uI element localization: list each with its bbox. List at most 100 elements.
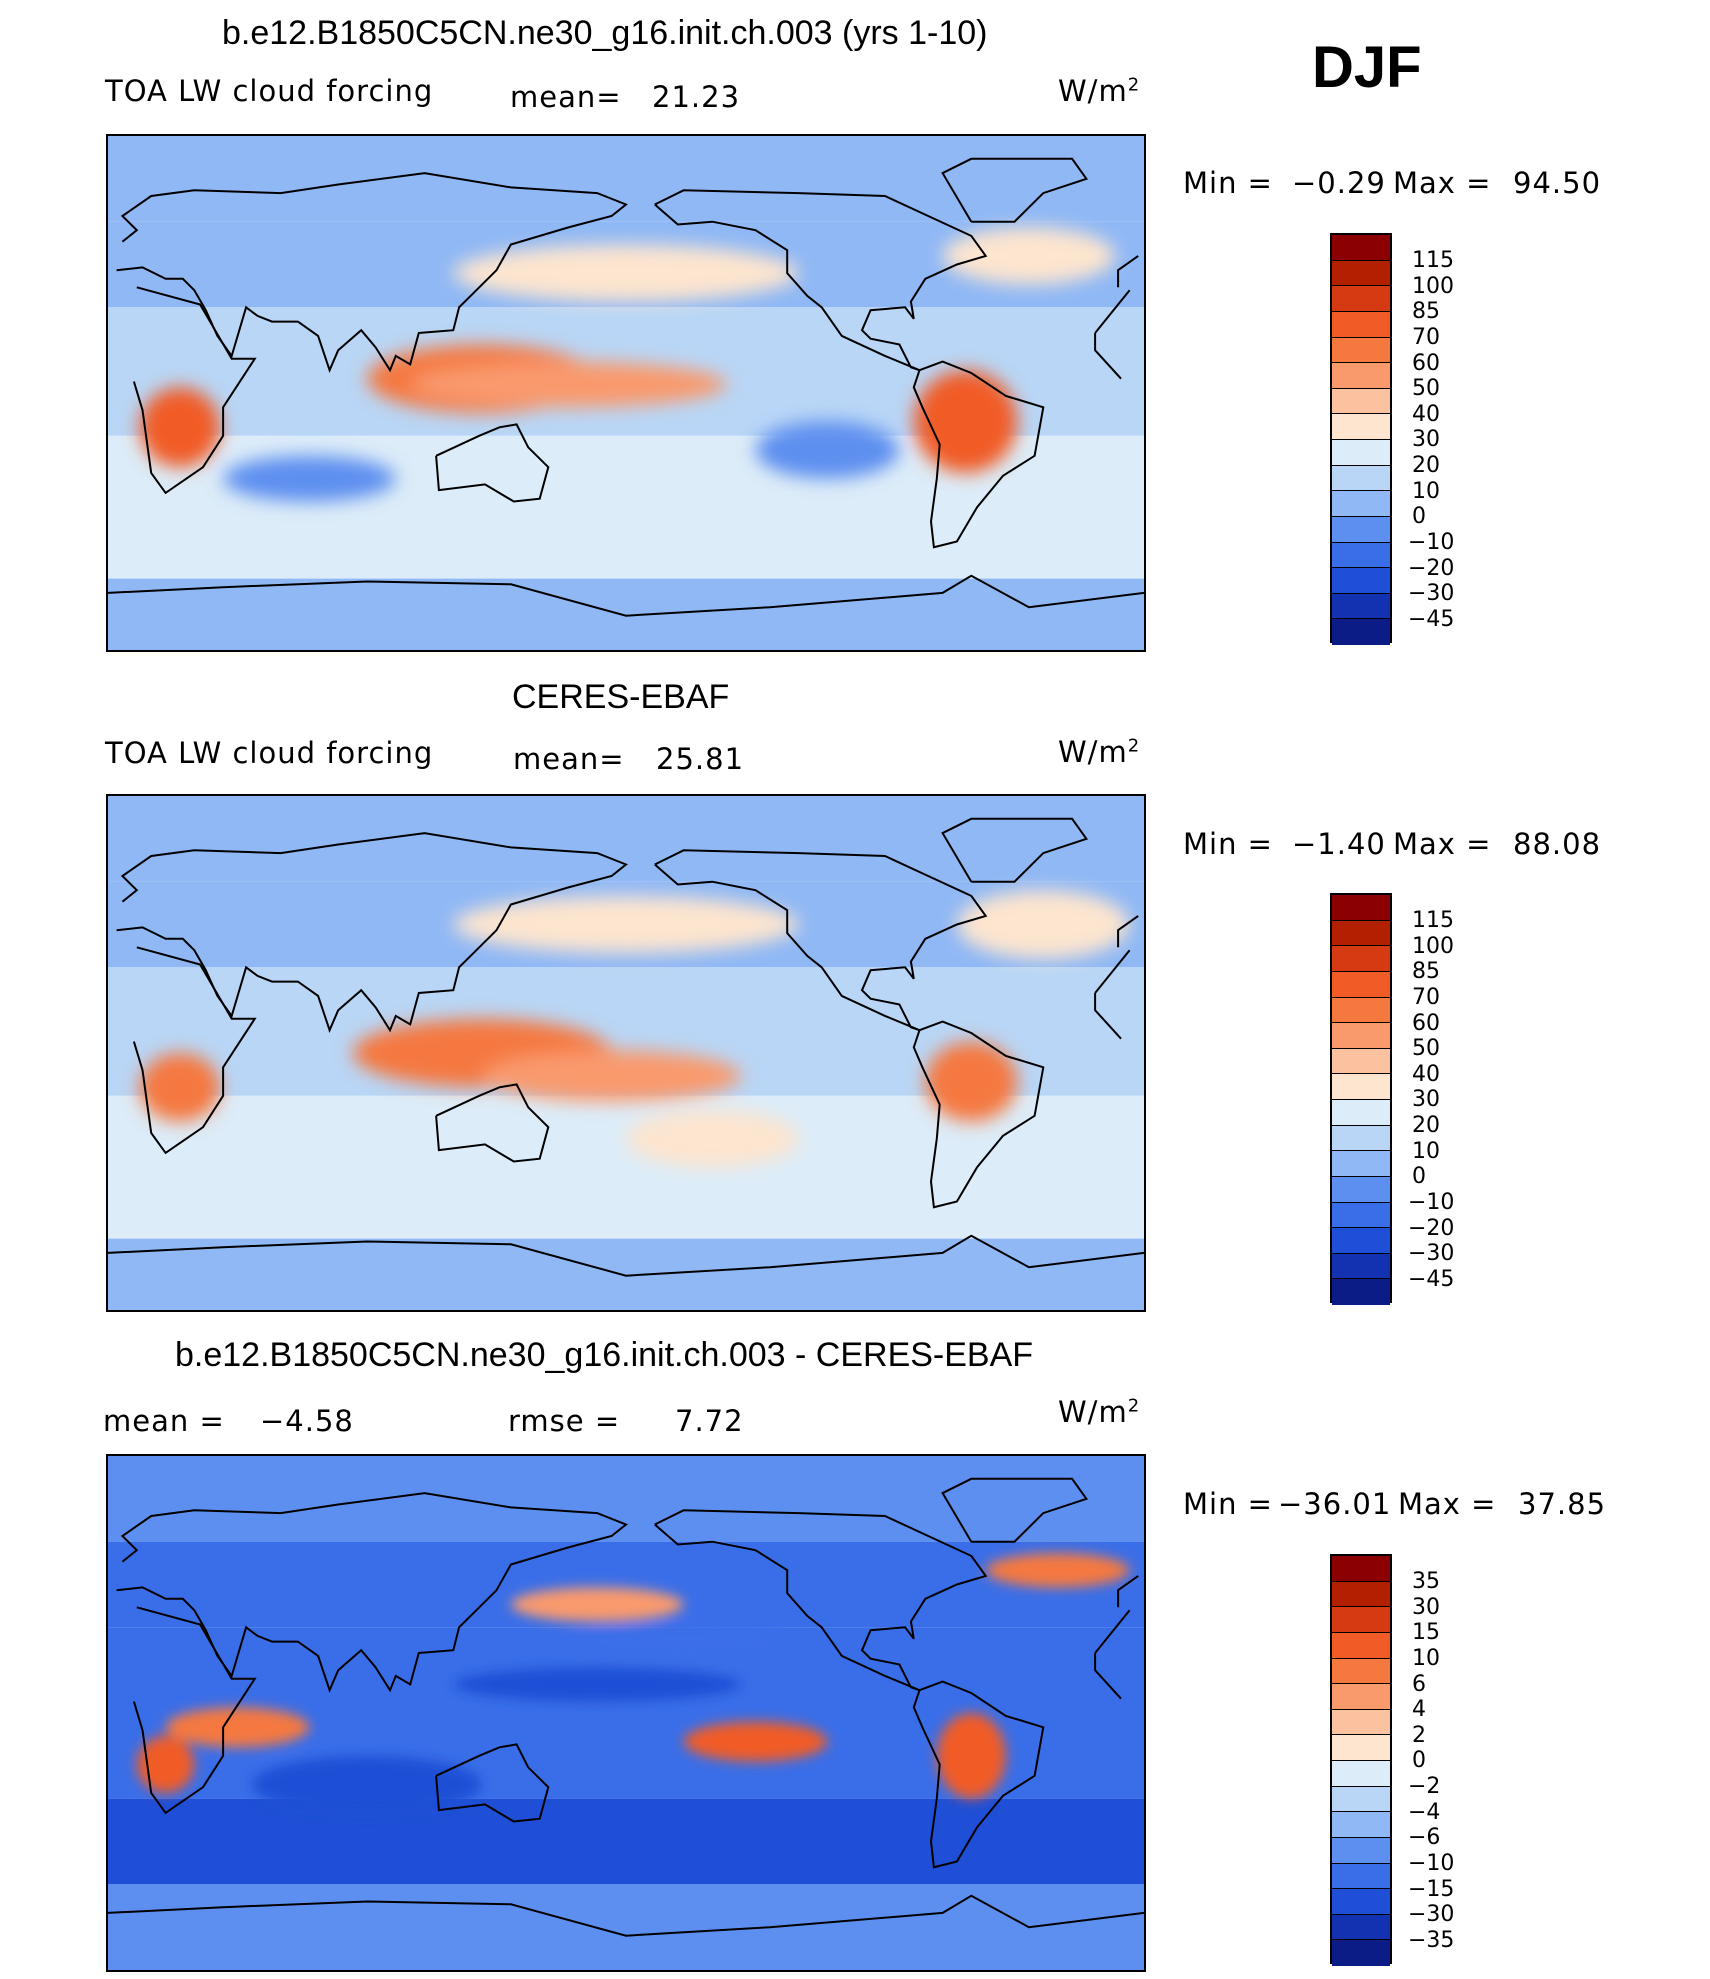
panel3-map xyxy=(106,1454,1146,1972)
panel1-map xyxy=(106,134,1146,652)
heatmap-region xyxy=(985,1553,1130,1588)
heatmap-region xyxy=(410,361,727,408)
heatmap-region xyxy=(453,1667,742,1702)
colorbar-box xyxy=(1332,1581,1390,1608)
colorbar-label: 0 xyxy=(1412,1748,1426,1774)
panel1-max-value: 94.50 xyxy=(1513,166,1602,200)
colorbar-box xyxy=(1332,1151,1390,1177)
colorbar-box xyxy=(1332,1202,1390,1229)
coastline xyxy=(912,360,1045,549)
background-band xyxy=(108,1181,1144,1239)
coastline xyxy=(1094,1609,1131,1654)
colorbar-label: 40 xyxy=(1412,401,1440,427)
colorbar-box xyxy=(1332,997,1390,1024)
heatmap-region xyxy=(453,895,799,954)
coastline xyxy=(941,1477,1089,1543)
coastline xyxy=(1094,333,1122,380)
colorbar-box xyxy=(1332,1735,1390,1761)
panel1-title: b.e12.B1850C5CN.ne30_g16.init.ch.003 (yr… xyxy=(222,14,988,52)
colorbar-box xyxy=(1332,491,1390,517)
colorbar-label: −10 xyxy=(1408,529,1455,555)
units-sup: 2 xyxy=(1127,74,1141,96)
panel2-max-label: Max = xyxy=(1393,827,1492,861)
heatmap-svg xyxy=(108,136,1144,650)
colorbar-box xyxy=(1332,286,1390,312)
colorbar-label: 30 xyxy=(1412,427,1440,453)
panel2-units: W/m2 xyxy=(1058,735,1140,769)
colorbar-label: 4 xyxy=(1412,1697,1426,1723)
heatmap-region xyxy=(956,890,1130,959)
coastline xyxy=(654,849,988,1032)
heatmap-region xyxy=(626,1110,799,1168)
colorbar-box xyxy=(1332,619,1390,645)
heatmap-region xyxy=(223,455,396,502)
coastline xyxy=(941,157,1089,223)
colorbar-box xyxy=(1332,1556,1390,1582)
season-label: DJF xyxy=(1312,35,1422,100)
colorbar-box xyxy=(1332,1279,1390,1305)
panel1-min-value: −0.29 xyxy=(1292,166,1386,200)
heatmap-region xyxy=(136,1735,195,1793)
heatmap-region xyxy=(139,1053,221,1122)
colorbar-label: −2 xyxy=(1408,1774,1441,1799)
colorbar-box xyxy=(1332,920,1390,947)
panel1-mean-value: 21.23 xyxy=(652,80,741,114)
panel2-max-value: 88.08 xyxy=(1513,827,1602,861)
colorbar-box xyxy=(1332,1786,1390,1813)
panel3-min-value: −36.01 xyxy=(1278,1487,1392,1521)
coastline xyxy=(1117,1575,1139,1608)
background-band xyxy=(108,1238,1144,1310)
panel1-units: W/m2 xyxy=(1058,74,1140,108)
colorbar-box xyxy=(1332,1176,1390,1203)
colorbar-label: −4 xyxy=(1408,1799,1441,1825)
panel2-colorbar xyxy=(1330,893,1392,1305)
panel2-title: CERES-EBAF xyxy=(512,678,730,716)
colorbar-box xyxy=(1332,1889,1390,1915)
coastline xyxy=(116,832,628,1034)
panel1-max-label: Max = xyxy=(1393,166,1492,200)
colorbar-box xyxy=(1332,235,1390,261)
colorbar-box xyxy=(1332,1100,1390,1126)
units-text: W/m xyxy=(1058,1395,1128,1429)
coastline xyxy=(435,423,550,503)
units-text: W/m xyxy=(1058,735,1128,769)
coastline xyxy=(654,189,988,372)
colorbar-label: 40 xyxy=(1412,1061,1440,1087)
coastline xyxy=(912,1020,1045,1209)
colorbar-box xyxy=(1332,1863,1390,1890)
panel1-min-label: Min = xyxy=(1183,166,1273,200)
colorbar-label: −30 xyxy=(1408,1241,1455,1267)
colorbar-label: 60 xyxy=(1412,1010,1440,1036)
heatmap-region xyxy=(165,1707,310,1748)
colorbar-box xyxy=(1332,1837,1390,1864)
colorbar-label: 50 xyxy=(1412,1036,1440,1062)
colorbar-label: −45 xyxy=(1408,606,1455,632)
colorbar-box xyxy=(1332,465,1390,492)
colorbar-label: 10 xyxy=(1412,478,1440,504)
panel2-mean-value: 25.81 xyxy=(656,742,745,776)
heatmap-svg xyxy=(108,796,1144,1310)
colorbar-label: −20 xyxy=(1408,555,1455,581)
colorbar-box xyxy=(1332,1632,1390,1659)
heatmap-region xyxy=(683,1721,828,1762)
colorbar-box xyxy=(1332,1658,1390,1685)
coastline xyxy=(108,1234,1144,1277)
coastline xyxy=(116,172,628,374)
colorbar-label: 50 xyxy=(1412,376,1440,402)
panel3-title: b.e12.B1850C5CN.ne30_g16.init.ch.003 - C… xyxy=(175,1336,1034,1374)
colorbar-label: −35 xyxy=(1408,1927,1455,1953)
background-band xyxy=(108,796,1144,882)
heatmap-region xyxy=(942,227,1116,285)
panel3-rmse-label: rmse = xyxy=(508,1404,621,1438)
colorbar-label: 20 xyxy=(1412,453,1440,478)
colorbar-label: 6 xyxy=(1412,1671,1426,1697)
colorbar-label: 0 xyxy=(1412,1164,1426,1190)
colorbar-box xyxy=(1332,363,1390,389)
heatmap-region xyxy=(510,1587,684,1622)
heatmap-svg xyxy=(108,1456,1144,1970)
colorbar-box xyxy=(1332,388,1390,415)
colorbar-label: 85 xyxy=(1412,299,1440,325)
colorbar-label: 60 xyxy=(1412,350,1440,376)
heatmap-region xyxy=(482,1050,742,1102)
colorbar-box xyxy=(1332,1074,1390,1100)
